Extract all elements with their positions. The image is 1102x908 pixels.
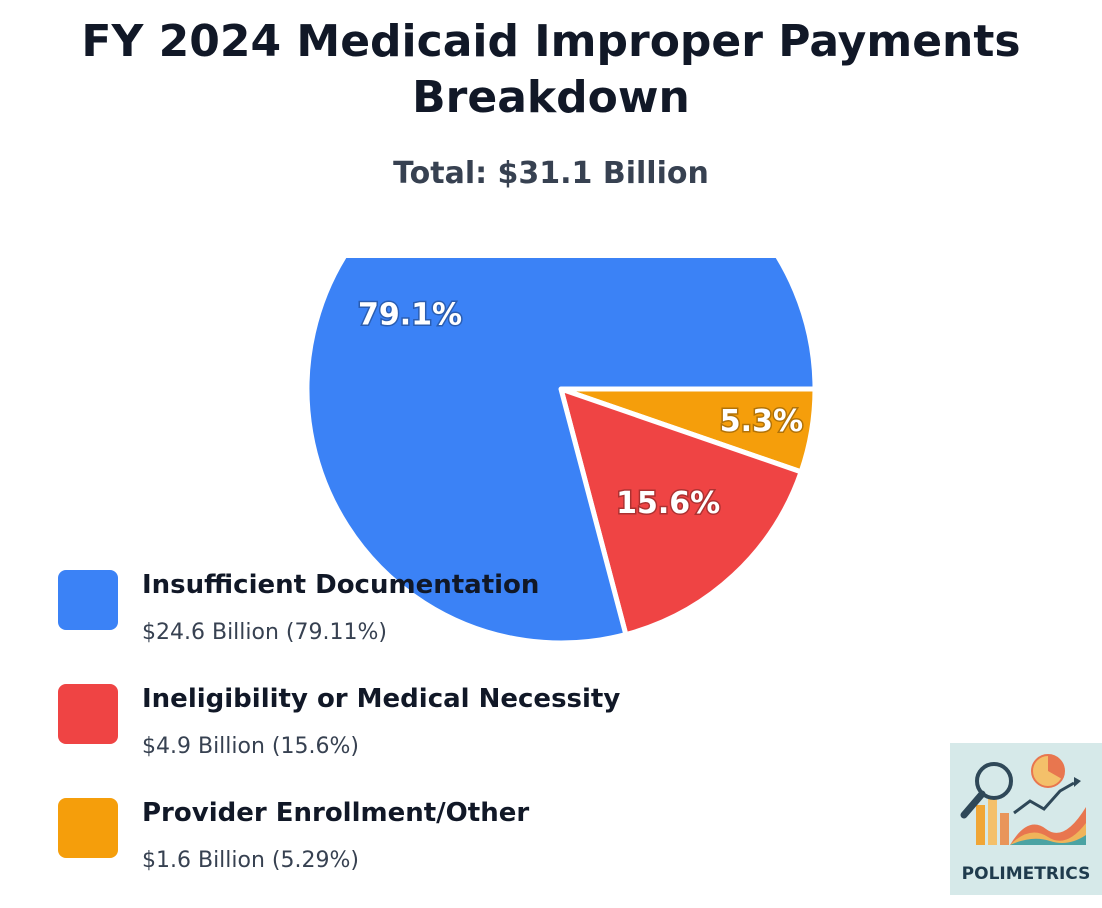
chart-subtitle: Total: $31.1 Billion	[393, 156, 709, 191]
legend-detail: $1.6 Billion (5.29%)	[142, 848, 359, 873]
chart-title: FY 2024 Medicaid Improper Payments Break…	[81, 16, 1021, 123]
slice-ineligibility	[558, 386, 804, 638]
legend-swatch	[58, 798, 118, 858]
slice-insufficient-documentation	[304, 258, 818, 646]
legend-label: Ineligibility or Medical Necessity	[142, 684, 621, 714]
polimetrics-logo: POLIMETRICS	[950, 743, 1102, 895]
analytics-magnifier-chart-icon	[960, 754, 1086, 845]
slice-label-insufficient-documentation: 79.1%	[358, 298, 462, 333]
logo-text: POLIMETRICS	[961, 864, 1091, 884]
legend-label: Provider Enrollment/Other	[142, 798, 530, 828]
slice-label-provider-enrollment: 5.3%	[720, 404, 803, 439]
legend-swatch	[58, 570, 118, 630]
legend-label: Insufficient Documentation	[142, 570, 540, 600]
legend-detail: $4.9 Billion (15.6%)	[142, 734, 359, 759]
slice-label-ineligibility: 15.6%	[616, 486, 720, 521]
legend-swatch	[58, 684, 118, 744]
legend-detail: $24.6 Billion (79.11%)	[142, 620, 387, 645]
